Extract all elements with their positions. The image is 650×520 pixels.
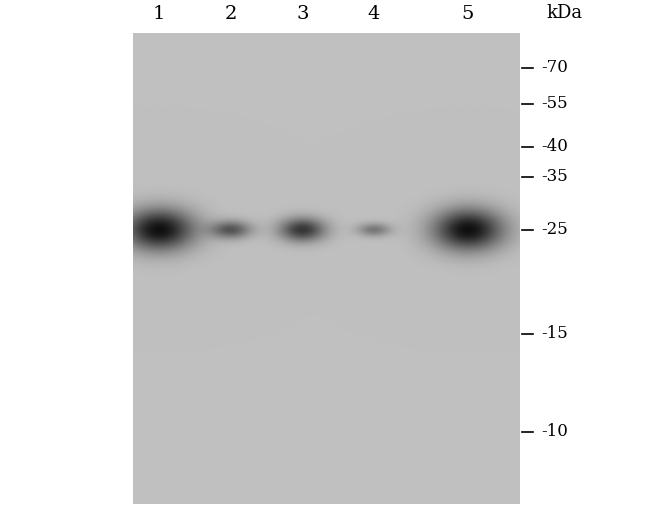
- Text: -40: -40: [541, 138, 567, 155]
- Text: 3: 3: [296, 5, 309, 23]
- Text: -35: -35: [541, 168, 567, 185]
- Bar: [133, 34, 520, 504]
- Text: -25: -25: [541, 222, 567, 238]
- Text: 2: 2: [224, 5, 237, 23]
- Text: -10: -10: [541, 423, 567, 440]
- Text: -70: -70: [541, 59, 567, 76]
- Text: 1: 1: [153, 5, 166, 23]
- Text: 4: 4: [367, 5, 380, 23]
- Text: -15: -15: [541, 326, 567, 342]
- Text: kDa: kDa: [546, 4, 582, 22]
- Text: 5: 5: [462, 5, 474, 23]
- Text: -55: -55: [541, 96, 567, 112]
